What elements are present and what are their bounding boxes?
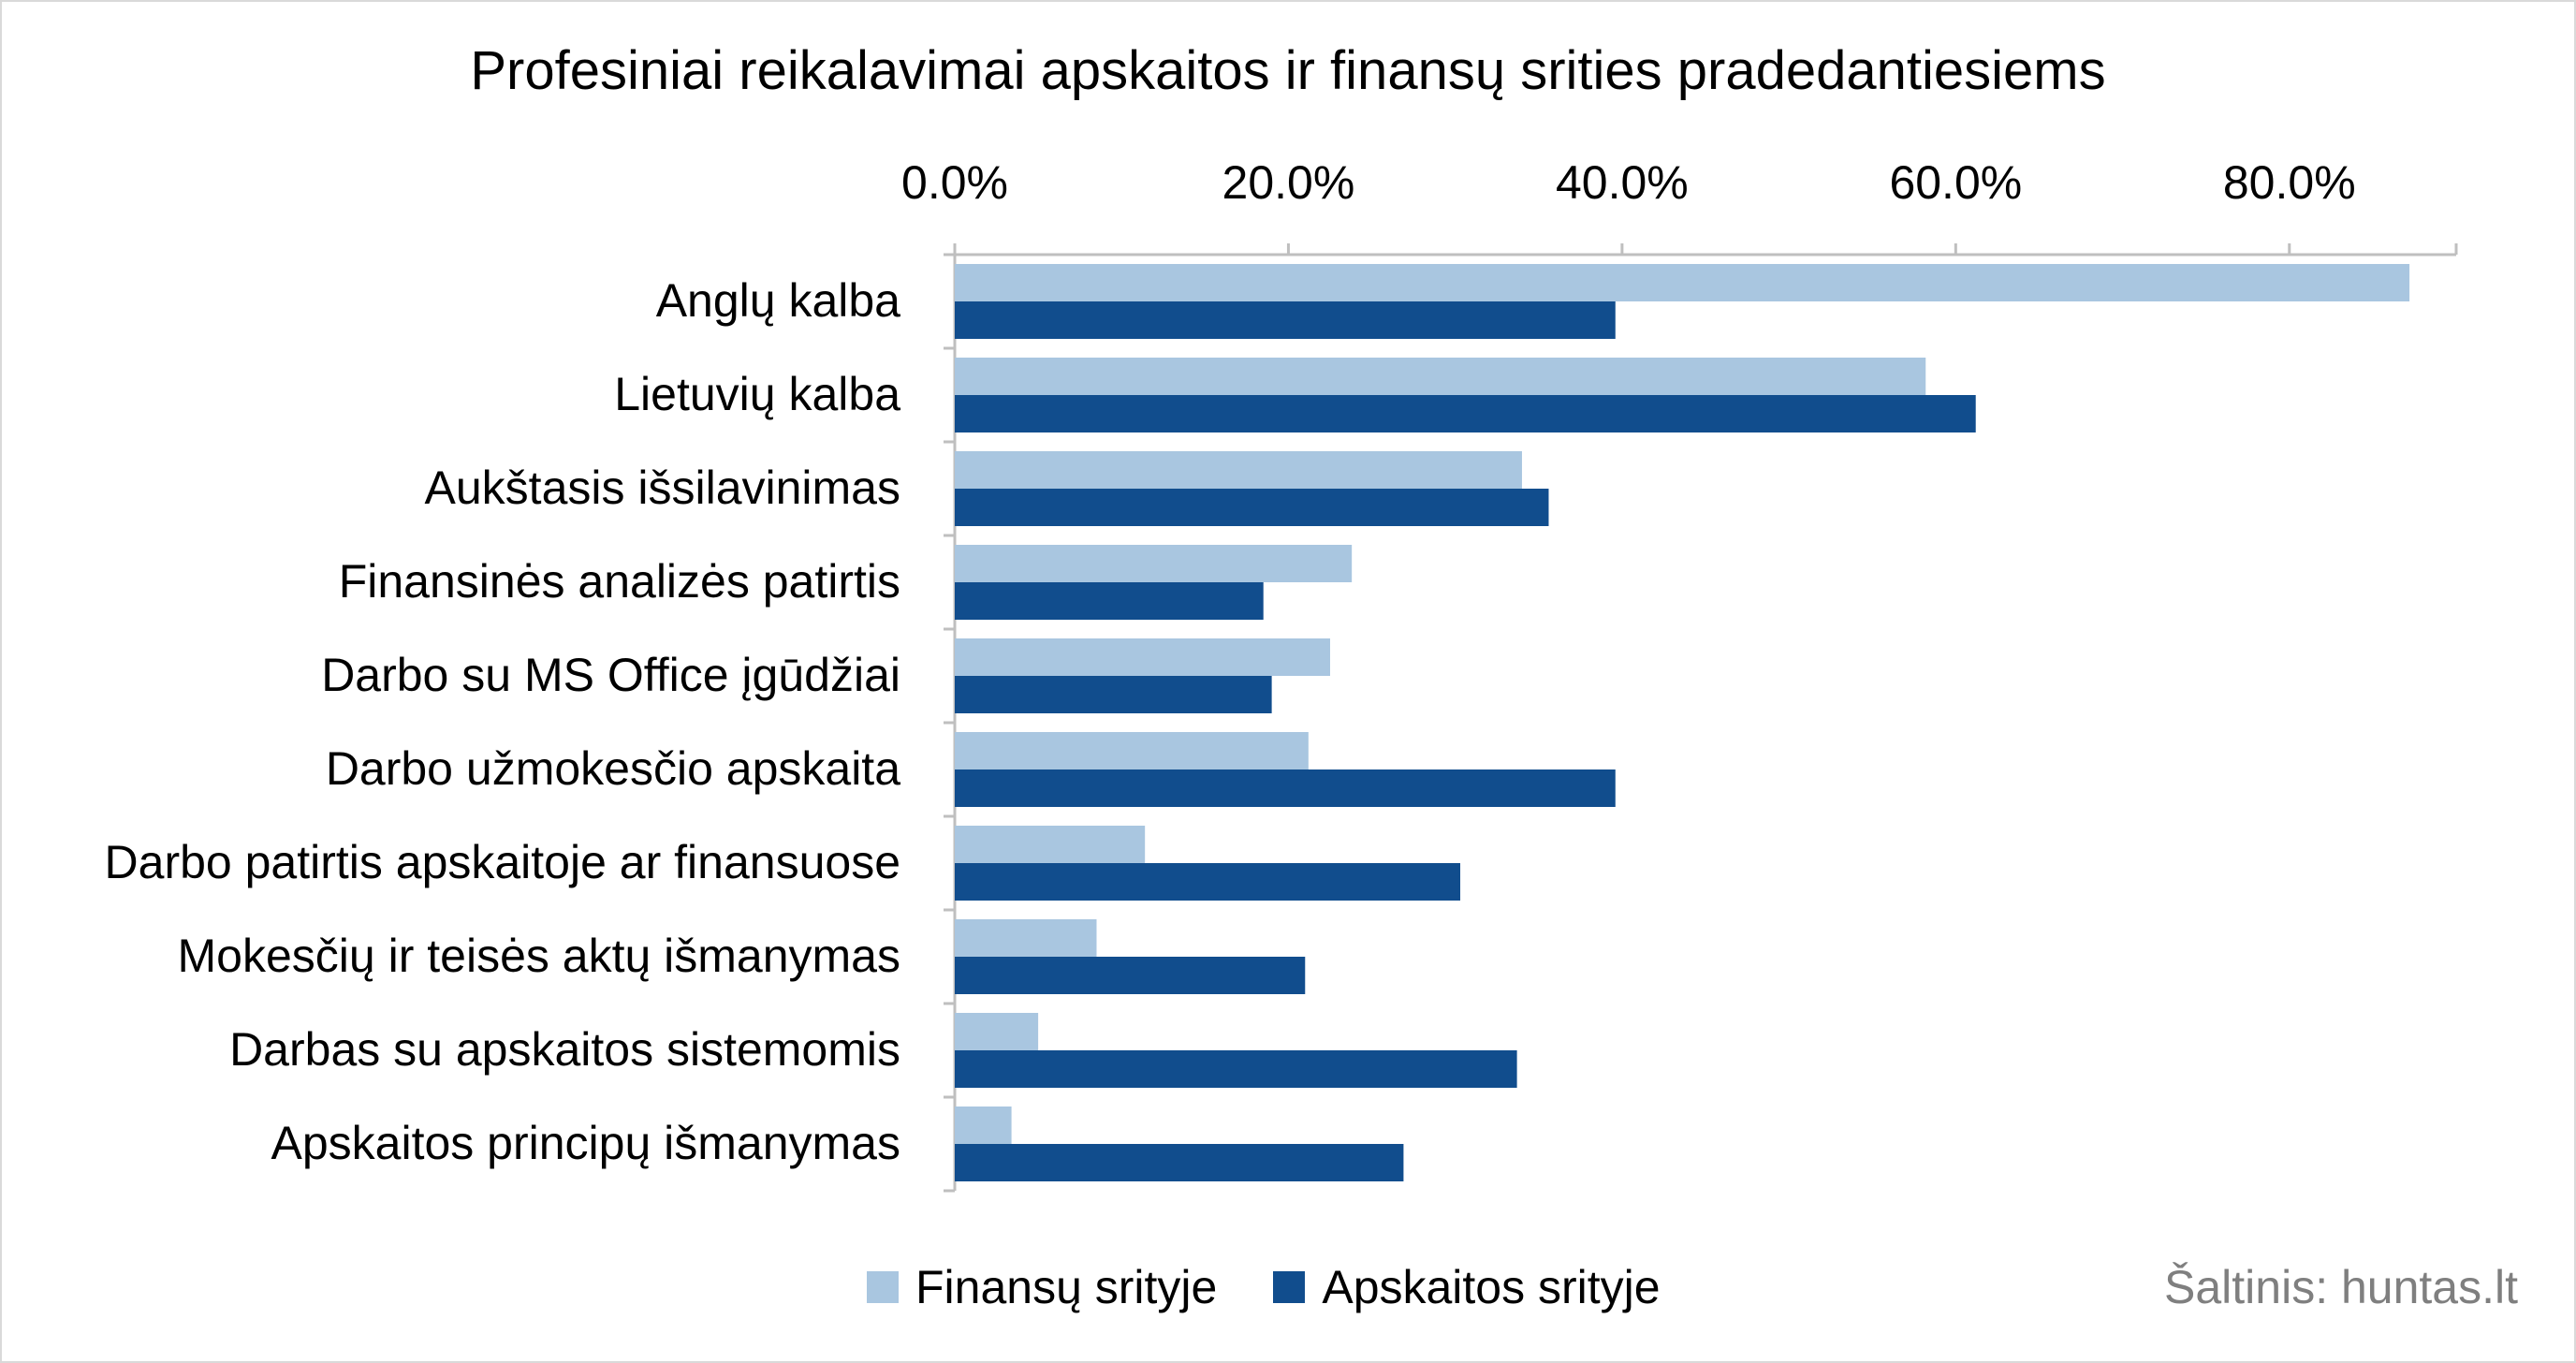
- category-label: Darbo užmokesčio apskaita: [326, 742, 900, 795]
- legend-label-finansu: Finansų srityje: [915, 1261, 1218, 1313]
- bar-apskaitos: [955, 957, 1306, 994]
- bar-apskaitos: [955, 1050, 1517, 1088]
- category-label: Lietuvių kalba: [614, 368, 900, 420]
- category-label: Darbo su MS Office įgūdžiai: [321, 649, 900, 701]
- bar-finansu: [955, 638, 1330, 676]
- bar-apskaitos: [955, 676, 1272, 713]
- source-label: Šaltinis: huntas.lt: [2164, 1261, 2518, 1313]
- x-tick-label: 80.0%: [2223, 156, 2356, 209]
- bar-apskaitos: [955, 489, 1549, 526]
- category-label: Mokesčių ir teisės aktų išmanymas: [178, 930, 900, 982]
- category-label: Aukštasis išsilavinimas: [425, 462, 900, 514]
- bar-finansu: [955, 358, 1926, 395]
- legend-item-apskaitos: Apskaitos srityje: [1273, 1260, 1661, 1314]
- category-labels: Anglų kalba Lietuvių kalba Aukštasis išsil…: [105, 274, 901, 1169]
- bar-finansu: [955, 264, 2410, 301]
- x-tick-label: 40.0%: [1556, 156, 1689, 209]
- category-label: Apskaitos principų išmanymas: [271, 1117, 901, 1169]
- legend-label-apskaitos: Apskaitos srityje: [1322, 1261, 1661, 1313]
- bar-finansu: [955, 451, 1522, 489]
- bar-apskaitos: [955, 395, 1976, 432]
- x-tick-label: 60.0%: [1889, 156, 2022, 209]
- category-label: Anglų kalba: [656, 274, 900, 327]
- bars-layer: [955, 264, 2410, 1181]
- legend-swatch-apskaitos: [1273, 1271, 1306, 1303]
- category-label: Darbo patirtis apskaitoje ar finansuose: [105, 836, 900, 888]
- bar-finansu: [955, 1107, 1012, 1144]
- x-tick-label: 20.0%: [1222, 156, 1355, 209]
- legend-swatch-finansu: [867, 1271, 899, 1303]
- bar-finansu: [955, 545, 1353, 582]
- bar-apskaitos: [955, 863, 1461, 901]
- bar-apskaitos: [955, 301, 1616, 339]
- legend-item-finansu: Finansų srityje: [867, 1260, 1217, 1314]
- bar-finansu: [955, 919, 1097, 957]
- bar-apskaitos: [955, 1144, 1404, 1181]
- bar-apskaitos: [955, 582, 1264, 620]
- legend: Finansų srityje Apskaitos srityje: [867, 1260, 1717, 1314]
- category-label: Darbas su apskaitos sistemomis: [229, 1023, 900, 1076]
- axis-layer: 0.0% 20.0% 40.0% 60.0% 80.0%: [901, 156, 2458, 1193]
- category-label: Finansinės analizės patirtis: [339, 555, 900, 608]
- bar-finansu: [955, 826, 1146, 863]
- bar-finansu: [955, 1013, 1039, 1050]
- x-tick-label: 0.0%: [901, 156, 1008, 209]
- bar-apskaitos: [955, 769, 1616, 807]
- chart-title: Profesiniai reikalavimai apskaitos ir fi…: [470, 40, 2106, 101]
- bar-finansu: [955, 732, 1309, 769]
